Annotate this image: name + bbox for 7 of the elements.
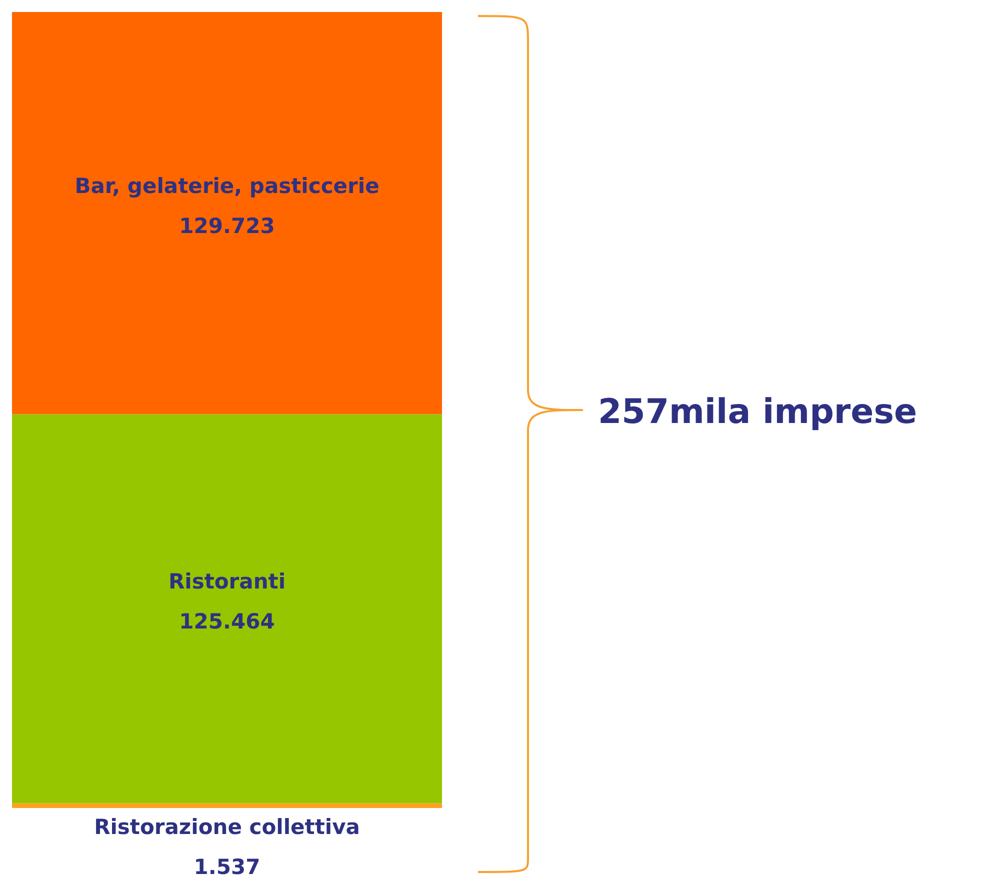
series-label: Bar, gelaterie, pasticcerie: [74, 174, 380, 198]
data-label: 1.537: [194, 855, 260, 879]
text: 257mila imprese: [598, 392, 918, 432]
data-label: 125.464: [179, 610, 275, 634]
series-label: Ristorazione collettiva: [94, 815, 360, 839]
data-label: 129.723: [179, 214, 275, 238]
series-label: Ristoranti: [168, 570, 286, 594]
